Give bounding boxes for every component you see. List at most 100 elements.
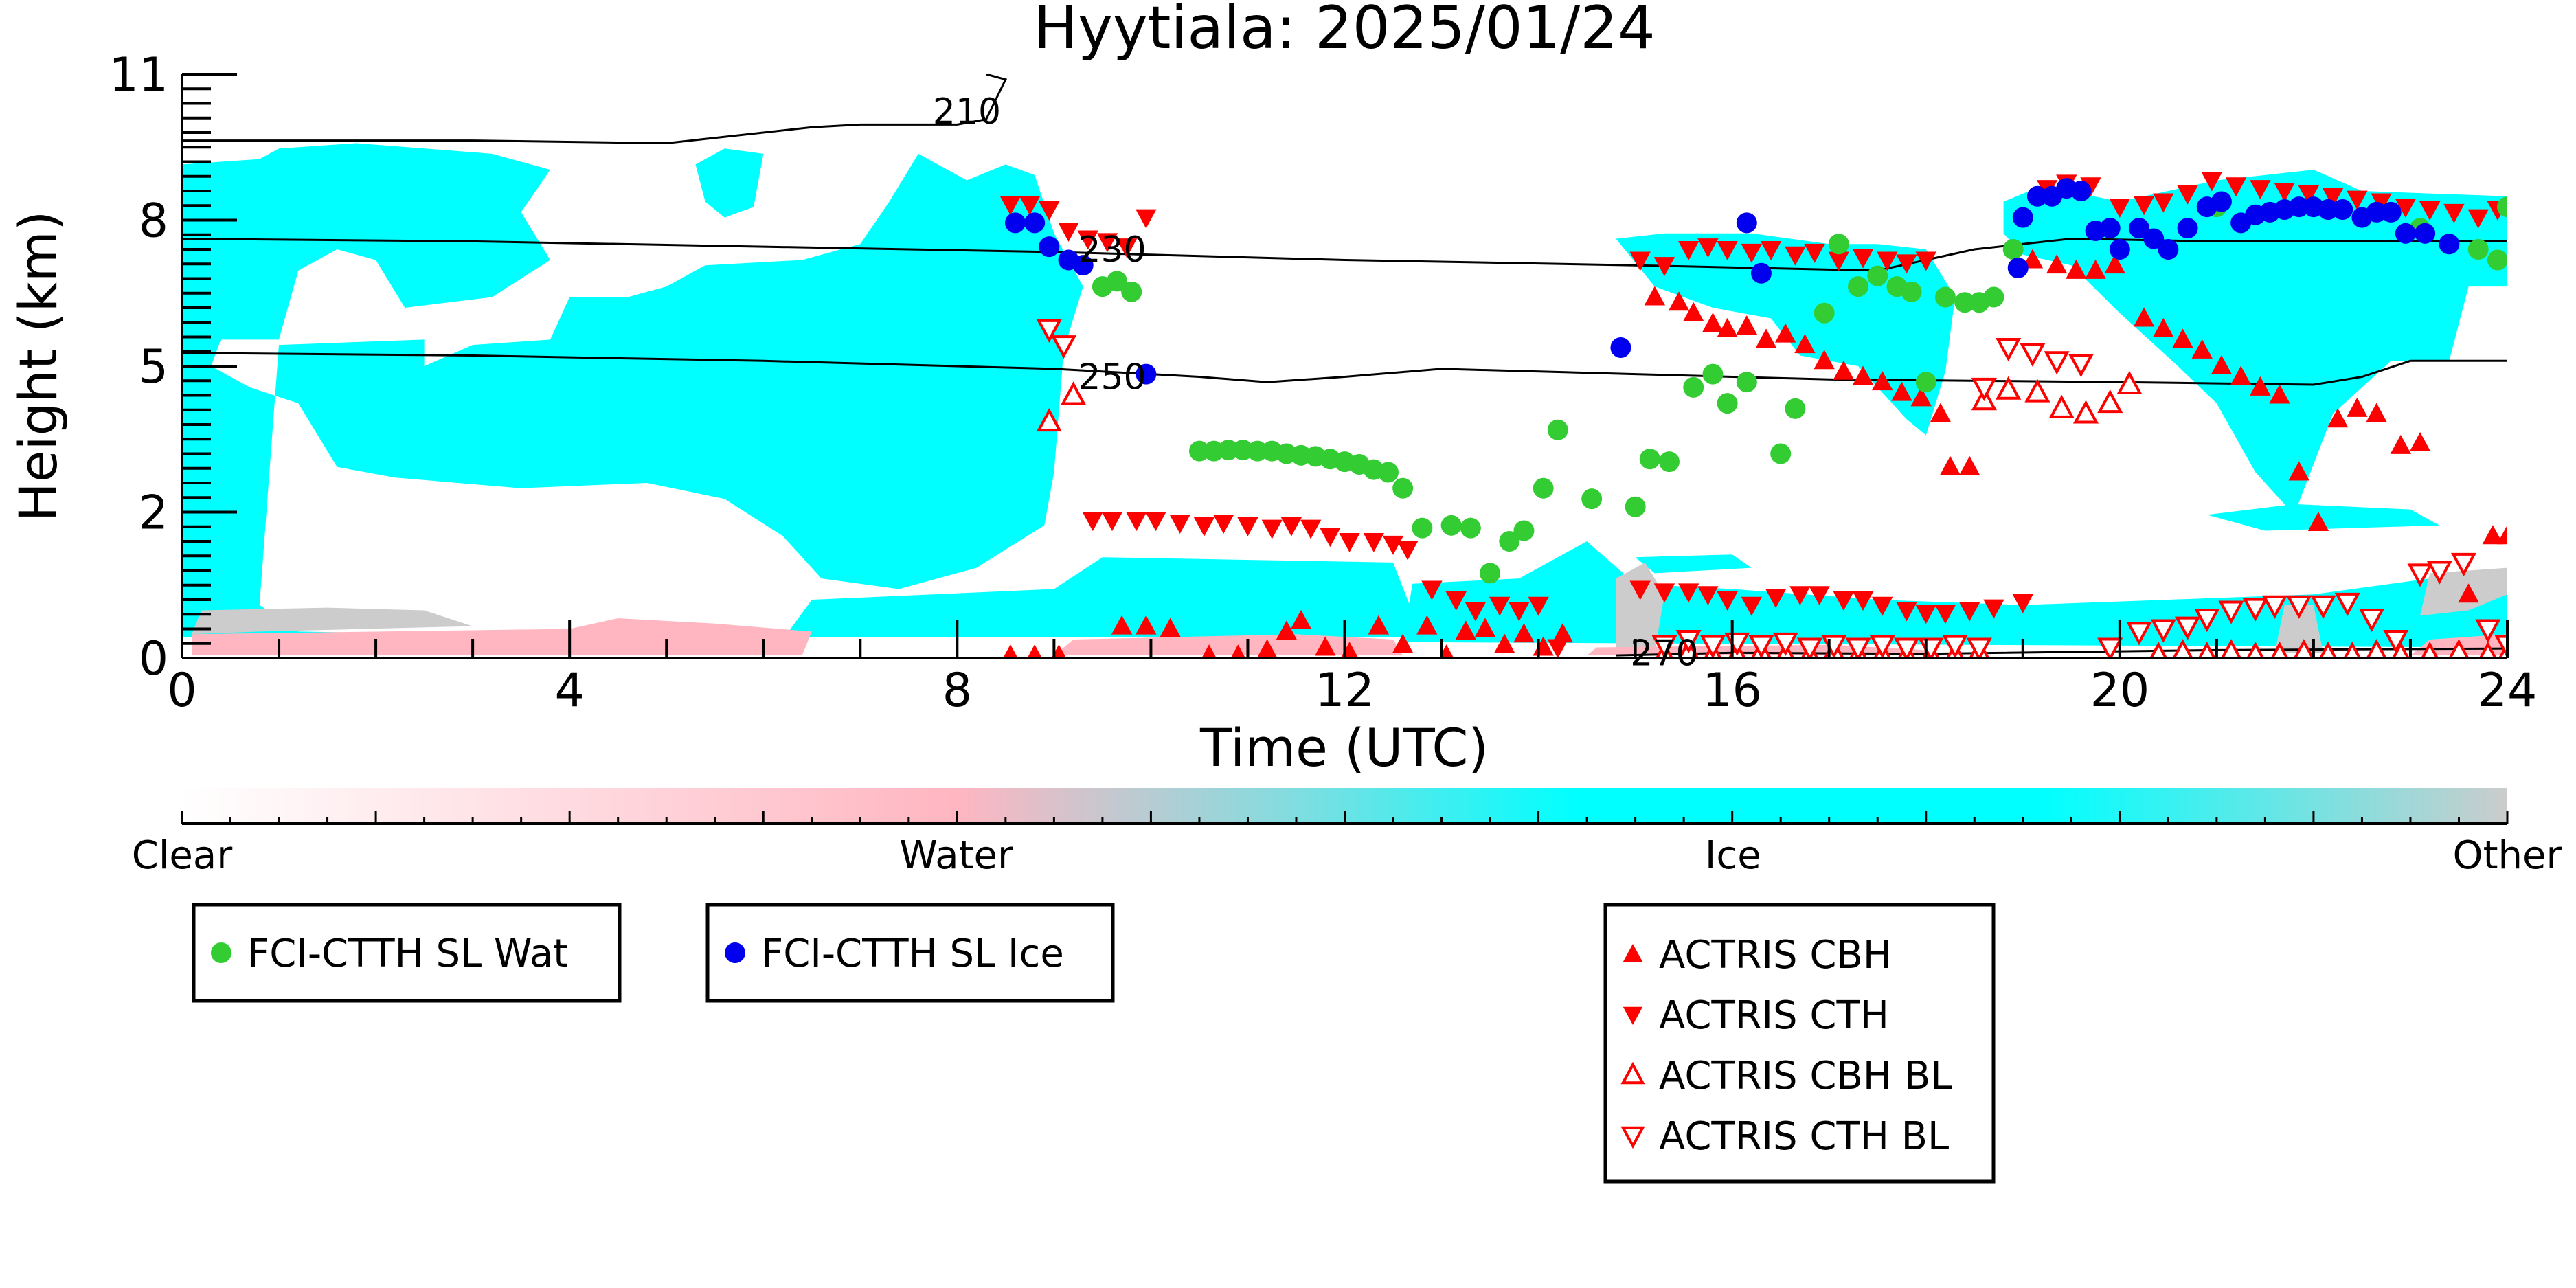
point-actris-cbh-bl [2246,641,2265,658]
point-actris-cbh-bl [1036,407,1062,432]
point-actris-cbh [1794,334,1816,354]
point-fci-ctth-sl-ice [2415,223,2436,244]
point-actris-cbh [1513,623,1535,643]
point-actris-cbh [2191,339,2213,359]
y-ticks: 0 2 5 8 11 [109,48,237,686]
point-fci-ctth-sl-wat [1736,372,1757,393]
point-fci-ctth-sl-wat [1683,376,1704,398]
ice-region [182,143,1423,640]
point-actris-cth [1896,602,1917,622]
point-actris-cbh [1438,644,1454,658]
point-actris-cth [1852,591,1874,611]
point-actris-cth-bl [1651,635,1677,658]
point-actris-cth [1789,586,1811,606]
x-axis-label: Time (UTC) [1199,717,1489,778]
point-actris-cbh [1668,291,1690,311]
point-actris-cth [1741,596,1763,616]
point-actris-cbh [1368,615,1390,635]
point-actris-cbh [2022,249,2044,269]
water-region [1054,634,1403,656]
point-fci-ctth-sl-ice [2395,223,2416,244]
point-actris-cth [2443,203,2465,223]
x-tick-label: 16 [1702,664,1762,718]
point-fci-ctth-sl-ice [1750,262,1772,284]
ice-region [2003,170,2507,515]
point-actris-cth [2225,177,2247,197]
colorbar-label: Other [2452,833,2562,878]
point-actris-cth [1058,222,1079,242]
point-actris-cbh [1136,615,1157,635]
point-actris-cth [1077,230,1098,250]
point-actris-cth [1547,639,1568,658]
point-fci-ctth-sl-wat [2467,239,2489,260]
ice-region [2206,504,2440,531]
point-fci-ctth-sl-ice [2332,199,2353,221]
point-actris-cth [2153,193,2174,213]
point-actris-cth [2177,185,2198,205]
point-fci-ctth-sl-wat [1121,281,1142,302]
point-fci-ctth-sl-wat [1954,292,1976,313]
point-fci-ctth-sl-ice [2070,181,2092,201]
point-actris-cth [2012,594,2033,613]
legend-box-3: ACTRIS CBH ACTRIS CTH ACTRIS CBH BL ACTRIS … [1603,903,1996,1184]
point-actris-cth [2347,190,2368,210]
point-actris-cbh [2482,525,2504,545]
point-actris-cth [1465,602,1487,622]
point-actris-cbh-bl [2024,379,2050,403]
point-actris-cth [1804,243,1825,263]
point-actris-cth [1193,517,1215,536]
point-fci-ctth-sl-ice [1736,212,1757,234]
point-actris-cbh-bl [1061,381,1087,405]
point-actris-cbh [1494,633,1515,653]
point-fci-ctth-sl-wat [1785,398,1806,419]
x-tick-label: 24 [2478,664,2538,718]
point-actris-cbh [1833,360,1855,380]
point-actris-cth-bl [2426,561,2452,585]
point-actris-cth-bl [2175,616,2201,640]
point-actris-cbh [1891,381,1912,401]
point-actris-cbh-bl [2048,394,2075,418]
point-actris-cth [1629,251,1651,271]
point-actris-cth-bl [2150,619,2176,643]
point-fci-ctth-sl-ice [1136,363,1157,385]
point-actris-cbh [1027,644,1042,658]
y-tick-label: 5 [139,340,168,394]
point-actris-cth [1039,201,1060,221]
y-tick-label: 11 [109,48,168,102]
point-fci-ctth-sl-wat [1377,462,1399,483]
point-actris-cbh-bl [2270,641,2289,658]
point-actris-cth [2298,185,2320,205]
contour-label-270: 270 [1630,633,1698,674]
axes: 0 4 8 12 16 20 24 0 2 5 8 11 [109,48,2537,718]
point-actris-cth [1677,241,1699,260]
legend-label-fci-ctth-sl-wat: FCI-CTTH SL Wat [247,931,568,976]
colorbar-ticks [181,811,2509,824]
point-fci-ctth-sl-wat [1770,443,1792,464]
point-actris-cbh [1290,609,1312,629]
point-actris-cbh [1959,455,1980,475]
point-actris-cbh-bl [1996,376,2022,400]
contour-label-210: 210 [933,91,1001,133]
point-fci-ctth-sl-wat [1247,440,1268,462]
legend-label-actris-cbh-bl: ACTRIS CBH BL [1659,1054,1952,1098]
point-actris-cth [1445,591,1467,611]
point-actris-cbh-bl [2172,639,2193,658]
point-actris-cth [1959,602,1980,622]
point-actris-cth-bl [1971,377,1997,402]
point-fci-ctth-sl-wat [1901,281,1922,302]
point-actris-cth [1934,605,1956,624]
point-actris-cbh-bl [2478,641,2497,658]
point-actris-cth-bl [2407,563,2433,587]
point-actris-cth [1697,586,1719,606]
point-fci-ctth-sl-wat [1983,286,2004,308]
point-actris-cth-bl [2358,609,2385,633]
contour-label-250: 250 [1078,357,1146,398]
point-actris-cbh [2046,254,2068,274]
point-actris-cbh [1852,365,1874,385]
contour-labels: 210 230 250 270 [933,91,1699,674]
point-actris-cth-bl [2494,635,2507,658]
point-actris-cth [1261,519,1283,539]
x-tick-label: 0 [167,664,196,718]
point-fci-ctth-sl-wat [1218,440,1239,461]
point-actris-cth [1397,541,1419,561]
